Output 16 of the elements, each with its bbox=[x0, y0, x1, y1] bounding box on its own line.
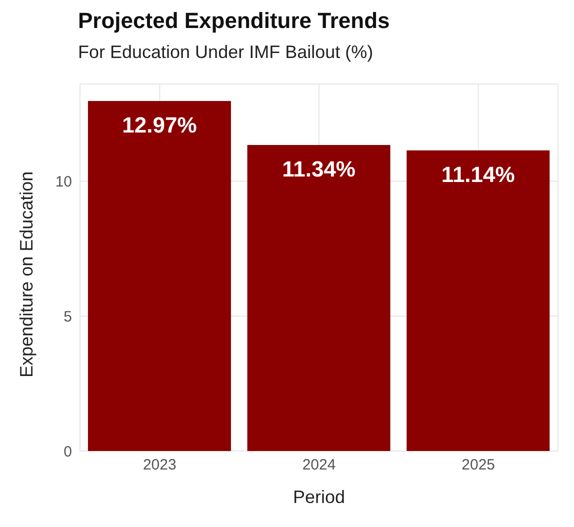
chart-title: Projected Expenditure Trends bbox=[78, 8, 390, 34]
y-tick-label: 0 bbox=[64, 443, 72, 460]
x-axis-title: Period bbox=[292, 487, 346, 507]
bar bbox=[88, 101, 231, 451]
bar bbox=[247, 144, 390, 451]
y-axis-title: Expenditure on Education bbox=[16, 171, 36, 378]
bar bbox=[406, 150, 550, 451]
chart-subtitle: For Education Under IMF Bailout (%) bbox=[78, 42, 374, 63]
y-tick-label: 10 bbox=[55, 173, 72, 190]
y-tick-label: 5 bbox=[64, 308, 72, 326]
x-tick-label: 2024 bbox=[302, 456, 336, 474]
x-tick-label: 2023 bbox=[142, 456, 176, 474]
data-label: 11.34% bbox=[282, 156, 356, 182]
x-tick-label: 2025 bbox=[462, 456, 496, 474]
data-label: 11.14% bbox=[441, 162, 515, 188]
data-label: 12.97% bbox=[122, 112, 197, 138]
